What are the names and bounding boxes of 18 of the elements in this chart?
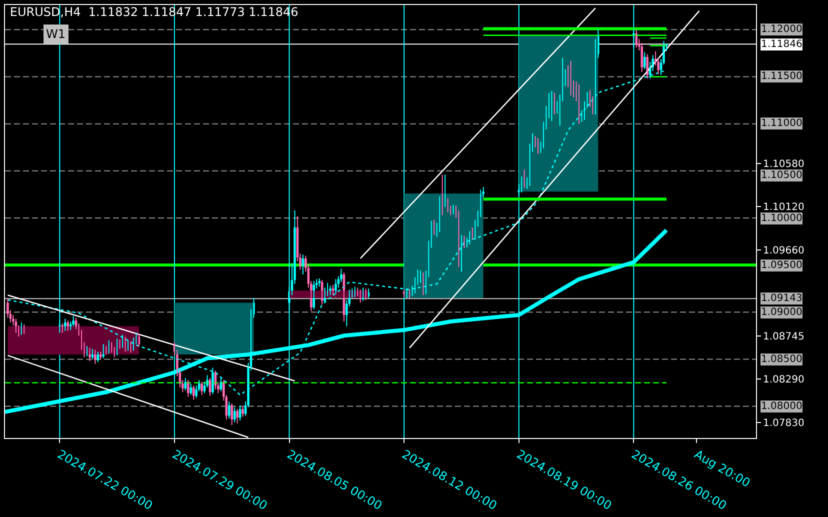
annotation: W1 [46, 27, 66, 41]
ref-line-label: 1.10000 [761, 213, 802, 224]
y-tick-label: 1.08290 [763, 374, 804, 386]
y-tick-label: 1.07830 [763, 418, 804, 429]
ref-line-label: 1.12000 [761, 24, 802, 35]
y-tick-label: 1.10580 [763, 158, 804, 170]
ref-line-label: 1.09500 [761, 260, 802, 271]
ref-line-label: 1.11000 [761, 118, 802, 129]
y-tick-label: 1.08745 [763, 332, 804, 343]
ref-line-label: 1.10500 [761, 170, 802, 181]
y-tick-label: 1.09660 [763, 245, 804, 256]
ref-line-label: 1.08000 [761, 401, 802, 412]
ref-line-label: 1.11500 [761, 71, 802, 82]
ref-line-label: 1.09143 [761, 293, 802, 304]
ref-line-label: 1.08500 [761, 354, 802, 365]
ref-line-label: 1.09000 [761, 307, 802, 318]
ref-line-label: 1.11846 [761, 39, 802, 50]
y-tick-label: 1.10120 [763, 202, 804, 214]
